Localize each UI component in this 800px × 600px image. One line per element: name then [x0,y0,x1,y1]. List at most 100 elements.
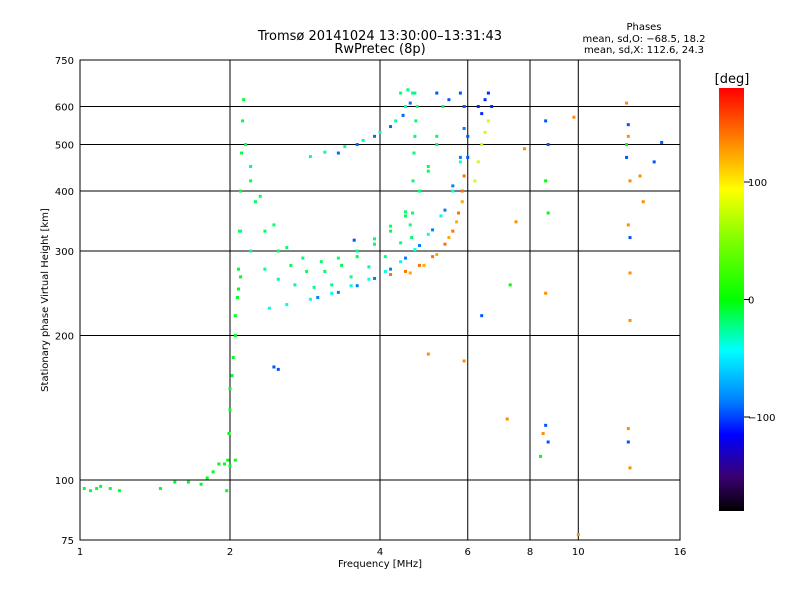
echo-point [233,334,237,338]
echo-point [417,244,421,248]
echo-point [628,466,632,470]
echo-point [626,134,630,138]
grid-lines [80,60,680,540]
echo-point [389,273,393,277]
echo-point [480,143,484,147]
echo-point [422,263,426,267]
echo-point [336,151,340,155]
echo-point [447,98,451,102]
phase-info-heading: Phases [626,22,661,33]
echo-point [625,101,629,105]
echo-point [426,164,430,168]
echo-point [480,112,484,116]
echo-point [249,249,253,253]
x-tick-label: 6 [465,547,471,558]
echo-point [652,160,656,164]
echo-point [373,237,377,241]
echo-point [349,275,353,279]
echo-point [211,470,215,474]
echo-point [626,440,630,444]
echo-point [480,314,484,318]
echo-point [89,489,93,493]
echo-point [413,91,417,95]
echo-point [451,189,455,193]
echo-point [490,105,494,109]
y-axis-label: Stationary phase Virtual Height [km] [40,208,51,392]
echo-point [389,229,393,233]
echo-point [447,236,451,240]
colorbar-ticks: 100 0 −100 [744,178,775,424]
echo-point [626,427,630,431]
chart-subtitle: RwPretec (8p) [334,42,425,57]
echo-point [330,291,334,295]
echo-points [82,88,664,537]
echo-point [355,284,359,288]
echo-point [276,367,280,371]
echo-point [308,155,312,159]
echo-point [241,119,245,123]
echo-point [228,387,232,391]
echo-point [228,408,232,412]
y-tick-label: 600 [55,103,74,114]
echo-point [628,236,632,240]
echo-point [426,169,430,173]
echo-point [483,130,487,134]
echo-point [417,263,421,267]
echo-point [546,143,550,147]
echo-point [411,179,415,183]
echo-point [235,296,239,300]
echo-point [233,458,237,462]
echo-point [249,164,253,168]
y-tick-labels: 75 100 200 300 400 500 600 750 [55,56,74,547]
echo-point [625,143,629,147]
echo-point [383,255,387,259]
echo-point [244,143,248,147]
echo-point [389,267,393,271]
echo-point [239,229,243,233]
echo-point [340,263,344,267]
echo-point [443,242,447,246]
echo-point [173,480,177,484]
y-tick-label: 75 [61,536,74,547]
echo-point [476,105,480,109]
x-tick-label: 1 [77,547,83,558]
echo-point [435,253,439,257]
echo-point [117,489,121,493]
echo-point [223,462,227,466]
echo-point [458,91,462,95]
echo-point [508,283,512,287]
echo-point [541,432,545,436]
echo-point [460,200,464,204]
colorbar [719,88,744,511]
echo-point [514,220,518,224]
echo-point [544,179,548,183]
colorbar-label: [deg] [715,72,750,87]
echo-point [240,151,244,155]
echo-point [230,374,234,378]
echo-point [301,256,305,260]
echo-point [413,134,417,138]
echo-point [285,303,289,307]
echo-point [401,113,405,117]
echo-point [462,126,466,130]
echo-point [435,134,439,138]
echo-point [389,224,393,228]
echo-point [408,271,412,275]
echo-point [253,200,257,204]
echo-point [349,284,353,288]
echo-point [439,214,443,218]
echo-point [411,91,415,95]
echo-point [628,179,632,183]
echo-point [82,487,86,491]
echo-point [660,140,664,144]
echo-point [626,223,630,227]
echo-point [267,306,271,310]
echo-point [158,487,162,491]
echo-point [403,269,407,273]
echo-point [641,200,645,204]
echo-point [378,130,382,134]
echo-point [403,214,407,218]
echo-point [435,143,439,147]
echo-point [399,241,403,245]
